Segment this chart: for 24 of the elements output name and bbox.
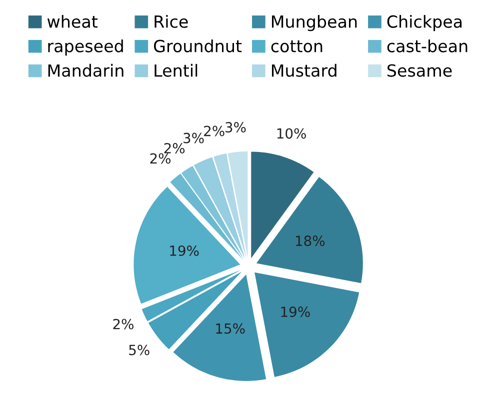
data-label: 2% [150, 153, 170, 164]
legend-label: Groundnut [154, 39, 242, 52]
data-label: 15% [216, 323, 245, 334]
data-label: 5% [129, 344, 150, 356]
data-label: 18% [296, 236, 325, 246]
legend-label: Mandarin [48, 64, 124, 77]
legend-label: cotton [271, 40, 322, 52]
data-label: 19% [170, 245, 199, 256]
data-label: 3% [226, 122, 246, 133]
legend-label: Chickpea [387, 15, 462, 32]
data-label: 2% [113, 318, 134, 330]
legend-label: Rice [154, 15, 188, 28]
data-label: 19% [281, 306, 310, 318]
legend-label: Mustard [272, 64, 336, 77]
legend-label: Sesame [387, 64, 452, 77]
legend-label: cast-bean [387, 39, 468, 52]
data-label: 10% [277, 128, 306, 139]
data-label: 3% [184, 132, 204, 144]
legend-label: wheat [47, 15, 98, 28]
legend-label: Mungbean [272, 15, 357, 32]
data-label: 2% [204, 126, 224, 136]
legend-label: Lentil [154, 64, 198, 77]
legend-label: rapeseed [48, 39, 123, 56]
data-label: 2% [164, 142, 185, 154]
